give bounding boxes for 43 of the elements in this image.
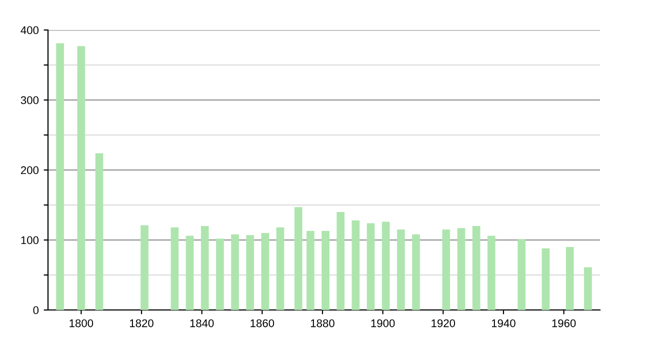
y-tick-label: 0 bbox=[33, 306, 39, 314]
x-tick-label: 1880 bbox=[310, 319, 334, 328]
bar bbox=[396, 230, 405, 310]
x-tick-label: 1920 bbox=[432, 319, 456, 328]
bar bbox=[186, 236, 194, 310]
bar bbox=[231, 234, 239, 310]
x-tick-label: 1820 bbox=[130, 319, 154, 328]
bar bbox=[276, 227, 284, 310]
bar bbox=[56, 43, 64, 310]
bar bbox=[294, 207, 302, 310]
x-tick-label: 1960 bbox=[552, 319, 576, 328]
y-tick-label: 200 bbox=[20, 166, 39, 174]
bar bbox=[366, 223, 375, 310]
bar bbox=[170, 227, 179, 310]
y-tick-label: 100 bbox=[21, 236, 39, 244]
bar bbox=[336, 212, 345, 310]
bar bbox=[322, 230, 330, 310]
bar bbox=[306, 230, 314, 310]
x-tick-label: 1860 bbox=[250, 319, 274, 328]
bar bbox=[352, 220, 360, 310]
x-tick-label: 1900 bbox=[371, 319, 395, 328]
bar bbox=[382, 222, 390, 310]
bar bbox=[518, 239, 526, 310]
bar bbox=[246, 235, 254, 310]
bar bbox=[216, 238, 224, 310]
x-tick-label: 1800 bbox=[70, 319, 94, 328]
bar bbox=[472, 226, 480, 310]
bar bbox=[95, 153, 104, 310]
bar bbox=[412, 234, 420, 310]
bar bbox=[584, 267, 592, 310]
bar bbox=[261, 233, 270, 310]
x-tick-label: 1840 bbox=[190, 319, 214, 328]
bar bbox=[487, 236, 496, 310]
bar bbox=[566, 247, 574, 310]
bar bbox=[457, 228, 466, 310]
bar bbox=[542, 248, 550, 310]
y-tick-label: 300 bbox=[20, 96, 39, 104]
bar bbox=[77, 46, 86, 310]
x-tick-label: 1940 bbox=[492, 319, 516, 328]
bar bbox=[140, 225, 148, 310]
bar bbox=[442, 230, 450, 310]
y-tick-label: 400 bbox=[20, 26, 39, 34]
bar bbox=[200, 226, 209, 310]
